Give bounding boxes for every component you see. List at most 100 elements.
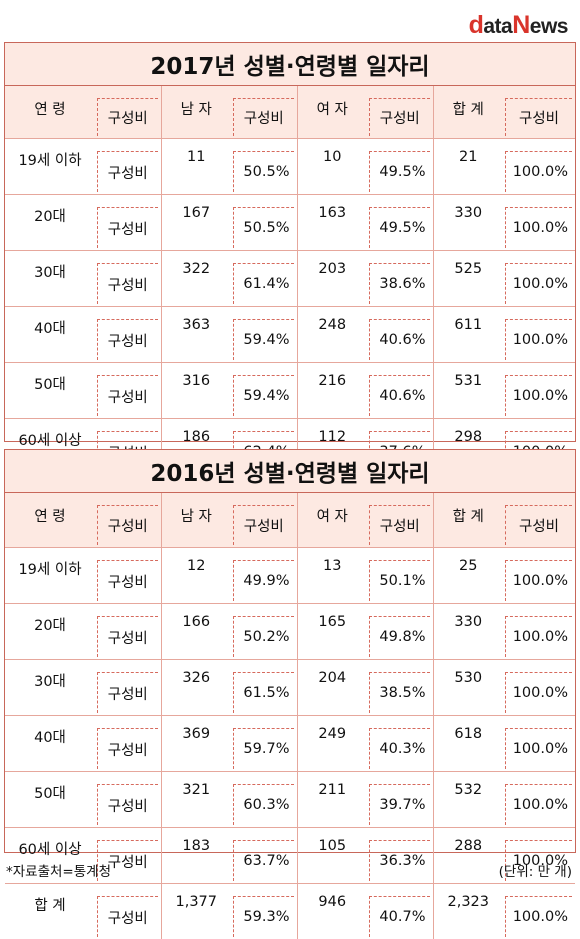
age-cell: 19세 이하 xyxy=(5,139,95,195)
male-count-cell: 167 xyxy=(161,195,231,251)
male-pct-cell: 50.2% xyxy=(233,616,294,657)
total-pct-cell: 100.0% xyxy=(505,319,572,360)
header-male: 남 자 xyxy=(161,86,231,139)
male-count-cell: 1,377 xyxy=(161,884,231,939)
male-pct-cell: 59.3% xyxy=(233,896,294,937)
age-cell: 합 계 xyxy=(5,884,95,939)
total-count-cell: 288 xyxy=(433,828,503,884)
header-age: 연 령 xyxy=(5,86,95,139)
total-count-cell: 532 xyxy=(433,772,503,828)
female-count-cell: 204 xyxy=(297,660,367,716)
female-pct-cell: 40.6% xyxy=(369,319,430,360)
age-cell: 19세 이하 xyxy=(5,548,95,604)
male-count-cell: 316 xyxy=(161,363,231,419)
unit-note: (단위: 만 개) xyxy=(499,860,572,880)
male-pct-cell: 50.5% xyxy=(233,207,294,248)
male-count-cell: 322 xyxy=(161,251,231,307)
male-pct-cell: 59.7% xyxy=(233,728,294,769)
total-count-cell: 2,323 xyxy=(433,884,503,939)
header-total: 합 계 xyxy=(433,493,503,548)
female-count-cell: 13 xyxy=(297,548,367,604)
female-pct-cell: 38.5% xyxy=(369,672,430,713)
ratio-label-cell: 구성비 xyxy=(97,672,158,713)
male-pct-cell: 61.4% xyxy=(233,263,294,304)
header-male-ratio: 구성비 xyxy=(233,98,294,136)
total-pct-cell: 100.0% xyxy=(505,896,572,937)
header-male-ratio: 구성비 xyxy=(233,505,294,545)
female-count-cell: 105 xyxy=(297,828,367,884)
male-pct-cell: 59.4% xyxy=(233,375,294,416)
total-pct-cell: 100.0% xyxy=(505,560,572,601)
male-pct-cell: 59.4% xyxy=(233,319,294,360)
total-count-cell: 618 xyxy=(433,716,503,772)
female-count-cell: 946 xyxy=(297,884,367,939)
ratio-label-cell: 구성비 xyxy=(97,151,158,192)
male-pct-cell: 50.5% xyxy=(233,151,294,192)
ratio-label-cell: 구성비 xyxy=(97,560,158,601)
female-pct-cell: 40.3% xyxy=(369,728,430,769)
header-male: 남 자 xyxy=(161,493,231,548)
total-count-cell: 530 xyxy=(433,660,503,716)
ratio-label-cell: 구성비 xyxy=(97,207,158,248)
total-count-cell: 25 xyxy=(433,548,503,604)
age-cell: 20대 xyxy=(5,195,95,251)
ratio-label-cell: 구성비 xyxy=(97,616,158,657)
age-cell: 30대 xyxy=(5,660,95,716)
female-pct-cell: 50.1% xyxy=(369,560,430,601)
header-age: 연 령 xyxy=(5,493,95,548)
male-count-cell: 12 xyxy=(161,548,231,604)
header-total: 합 계 xyxy=(433,86,503,139)
total-count-cell: 525 xyxy=(433,251,503,307)
female-pct-cell: 49.5% xyxy=(369,207,430,248)
header-female-ratio: 구성비 xyxy=(369,98,430,136)
male-count-cell: 326 xyxy=(161,660,231,716)
total-pct-cell: 100.0% xyxy=(505,784,572,825)
age-cell: 20대 xyxy=(5,604,95,660)
male-count-cell: 369 xyxy=(161,716,231,772)
total-pct-cell: 100.0% xyxy=(505,207,572,248)
male-count-cell: 321 xyxy=(161,772,231,828)
age-cell: 50대 xyxy=(5,772,95,828)
age-cell: 30대 xyxy=(5,251,95,307)
female-count-cell: 163 xyxy=(297,195,367,251)
header-female-ratio: 구성비 xyxy=(369,505,430,545)
ratio-label-cell: 구성비 xyxy=(97,319,158,360)
total-pct-cell: 100.0% xyxy=(505,263,572,304)
female-pct-cell: 40.7% xyxy=(369,896,430,937)
male-pct-cell: 61.5% xyxy=(233,672,294,713)
female-pct-cell: 49.5% xyxy=(369,151,430,192)
female-count-cell: 249 xyxy=(297,716,367,772)
header-female: 여 자 xyxy=(297,493,367,548)
female-count-cell: 10 xyxy=(297,139,367,195)
female-count-cell: 203 xyxy=(297,251,367,307)
total-pct-cell: 100.0% xyxy=(505,672,572,713)
age-cell: 50대 xyxy=(5,363,95,419)
female-pct-cell: 38.6% xyxy=(369,263,430,304)
male-count-cell: 166 xyxy=(161,604,231,660)
age-cell: 40대 xyxy=(5,716,95,772)
total-count-cell: 611 xyxy=(433,307,503,363)
female-pct-cell: 49.8% xyxy=(369,616,430,657)
female-count-cell: 216 xyxy=(297,363,367,419)
table-title: 2016년 성별·연령별 일자리 xyxy=(5,450,575,493)
total-count-cell: 330 xyxy=(433,604,503,660)
male-pct-cell: 63.7% xyxy=(233,840,294,881)
datanews-logo: dataNews xyxy=(469,10,568,40)
total-pct-cell: 100.0% xyxy=(505,375,572,416)
total-count-cell: 531 xyxy=(433,363,503,419)
male-pct-cell: 60.3% xyxy=(233,784,294,825)
ratio-label-cell: 구성비 xyxy=(97,263,158,304)
female-pct-cell: 40.6% xyxy=(369,375,430,416)
ratio-label-cell: 구성비 xyxy=(97,896,158,937)
total-count-cell: 21 xyxy=(433,139,503,195)
